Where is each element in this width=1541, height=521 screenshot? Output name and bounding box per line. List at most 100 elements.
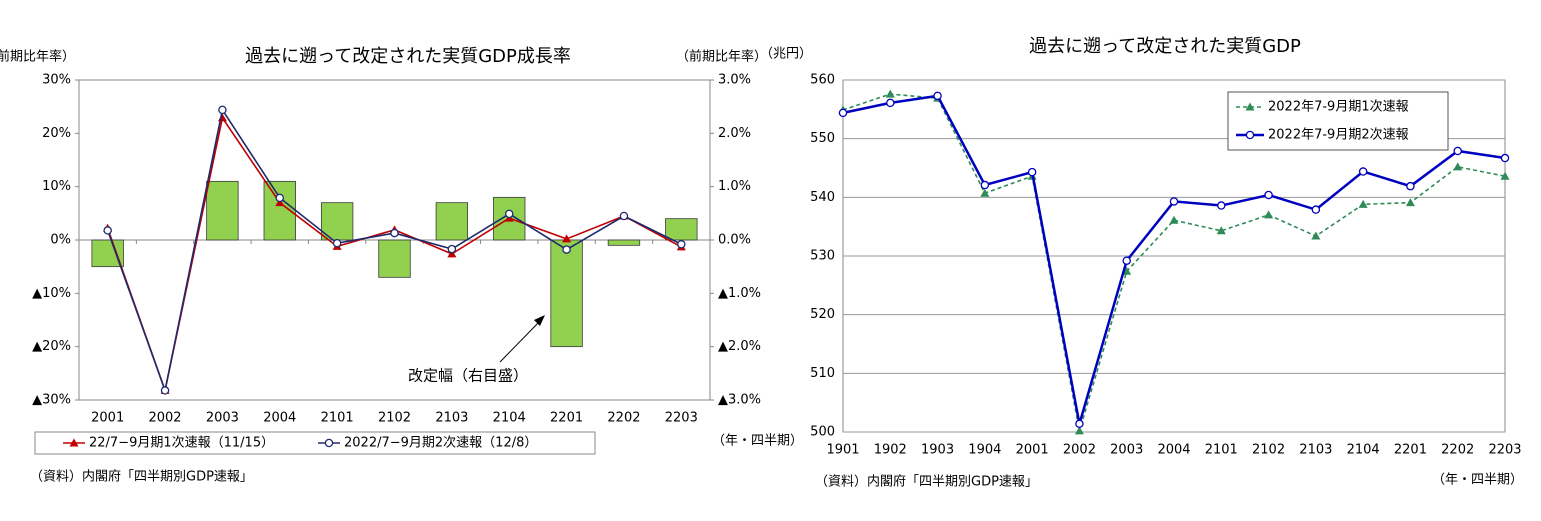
marker (1169, 215, 1179, 224)
legend-label: 2022年7-9月期1次速報 (1268, 99, 1409, 115)
chart-title: 過去に遡って改定された実質GDP (1029, 36, 1301, 57)
annotation: 改定幅（右目盛） (408, 367, 528, 385)
marker (980, 180, 990, 190)
y2-tick-label: ▲3.0% (718, 393, 761, 408)
y-tick-label: 10% (42, 179, 71, 194)
x-tick-label: 1903 (921, 443, 954, 458)
y-tick-label: 30% (42, 73, 71, 88)
annotation-arrowhead (534, 315, 545, 326)
x-tick-label: 2202 (1441, 443, 1474, 458)
marker (1406, 181, 1415, 191)
y-tick-label: 20% (42, 126, 71, 141)
x-tick-label: 2004 (263, 411, 296, 426)
marker (103, 226, 112, 235)
y-tick-label: 520 (810, 307, 835, 322)
y-tick-label: ▲10% (32, 286, 71, 301)
y2-tick-label: ▲1.0% (718, 286, 761, 301)
legend-box (1227, 91, 1449, 151)
y2-tick-label: ▲2.0% (718, 339, 761, 354)
marker (218, 105, 227, 115)
marker (1358, 167, 1368, 176)
marker (1245, 130, 1255, 140)
marker (1405, 198, 1415, 207)
y-tick-label: ▲20% (32, 339, 71, 354)
marker (1075, 419, 1084, 429)
marker (275, 193, 285, 203)
y2-tick-label: 3.0% (718, 73, 751, 88)
marker (1217, 201, 1226, 210)
x-tick-label: 2103 (1299, 443, 1332, 458)
legend-label: 22/7−9月期1次速報（11/15） (89, 435, 274, 451)
y-axis-label: （兆円） (760, 47, 812, 62)
y2-tick-label: 2.0% (718, 126, 751, 141)
marker (69, 438, 79, 447)
marker (980, 188, 990, 197)
y-tick-label: 540 (810, 190, 835, 205)
marker (1453, 162, 1463, 171)
marker (160, 386, 170, 395)
marker (619, 211, 629, 221)
x-tick-label: 2104 (1347, 443, 1380, 458)
source: （資料）内閣府「四半期別GDP速報」 (30, 469, 253, 485)
y-tick-label: 550 (810, 131, 835, 146)
marker (562, 245, 571, 254)
source: （資料）内閣府「四半期別GDP速報」 (815, 474, 1038, 490)
series-line (842, 93, 1506, 432)
marker (1216, 226, 1226, 235)
x-tick-label: 2103 (435, 411, 468, 426)
marker (332, 238, 342, 248)
legend-box (34, 431, 596, 455)
x-tick-label: 2203 (665, 411, 698, 426)
chart-title: 過去に遡って改定された実質GDP成長率 (245, 46, 571, 67)
x-tick-label: 2202 (607, 411, 640, 426)
marker (1453, 146, 1462, 156)
x-axis-label: （年・四半期） (712, 434, 803, 449)
marker (324, 438, 334, 448)
marker (1169, 197, 1179, 206)
x-tick-label: 1901 (826, 443, 859, 458)
marker (885, 89, 895, 98)
marker (1500, 153, 1510, 163)
bar (206, 180, 239, 241)
y-tick-label: 560 (810, 73, 835, 88)
annotation-arrow (499, 320, 541, 363)
x-tick-label: 2201 (1394, 443, 1427, 458)
marker (1074, 426, 1084, 435)
marker (1264, 190, 1273, 200)
marker (1264, 210, 1274, 219)
marker (390, 228, 399, 238)
legend-label: 2022/7−9月期2次速報（12/8） (344, 435, 537, 451)
x-tick-label: 2102 (1252, 443, 1285, 458)
x-tick-label: 2104 (493, 411, 526, 426)
y-tick-label: 500 (810, 425, 835, 440)
marker (886, 98, 895, 108)
bar (665, 218, 698, 241)
x-tick-label: 2203 (1488, 443, 1521, 458)
bar (91, 239, 124, 268)
y-tick-label: 510 (810, 366, 835, 381)
marker (1311, 205, 1321, 214)
x-tick-label: 1904 (968, 443, 1001, 458)
x-axis-label: （年・四半期） (1432, 473, 1523, 488)
marker (447, 249, 457, 258)
marker (1311, 231, 1321, 240)
x-tick-label: 2102 (378, 411, 411, 426)
y-tick-label: 530 (810, 249, 835, 264)
x-tick-label: 2001 (1016, 443, 1049, 458)
marker (1358, 199, 1368, 208)
bar (550, 239, 583, 348)
x-tick-label: 1902 (874, 443, 907, 458)
x-tick-label: 2101 (1205, 443, 1238, 458)
marker (447, 244, 457, 254)
x-tick-label: 2004 (1157, 443, 1190, 458)
bar (607, 239, 641, 246)
marker (838, 108, 848, 118)
y-tick-label: 0% (50, 233, 71, 248)
bar (435, 202, 469, 241)
y2-tick-label: 1.0% (718, 179, 751, 194)
marker (275, 198, 285, 207)
marker (1245, 102, 1255, 111)
y-tick-label: ▲30% (32, 393, 71, 408)
x-tick-label: 2003 (206, 411, 239, 426)
